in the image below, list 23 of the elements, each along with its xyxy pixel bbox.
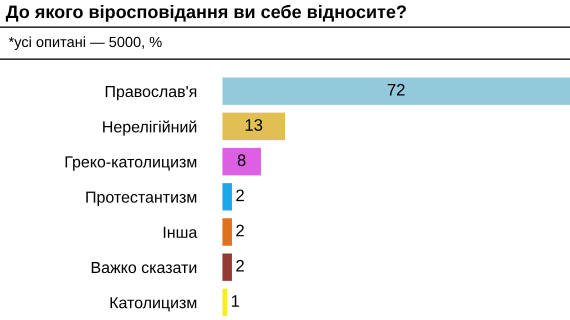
bar [222, 253, 232, 281]
bar [222, 77, 570, 105]
y-tick-label: Православ'я [106, 86, 196, 100]
data-label: 2 [236, 189, 244, 202]
bar [222, 148, 261, 176]
chart-title: До якого віросповідання ви себе відносите? [6, 4, 406, 22]
bar [222, 218, 232, 246]
data-label: 8 [238, 154, 246, 166]
data-label: 72 [388, 84, 405, 96]
y-tick-label: Греко-католицизм [66, 156, 196, 171]
data-label: 2 [236, 224, 244, 236]
y-tick-label: Нерелігійний [103, 120, 196, 136]
bar [222, 288, 228, 316]
data-label: 2 [236, 260, 244, 272]
y-tick-label: Протестантизм [86, 192, 196, 206]
y-tick-label: Важко сказати [92, 262, 196, 274]
bar [222, 112, 286, 140]
bar [222, 183, 232, 211]
y-tick-label: Католицизм [110, 297, 196, 312]
text: *усі опитані — 5000, % [8, 36, 162, 50]
y-tick-label: Інша [164, 226, 198, 238]
data-label: 13 [246, 119, 262, 131]
data-label: 1 [232, 295, 240, 307]
